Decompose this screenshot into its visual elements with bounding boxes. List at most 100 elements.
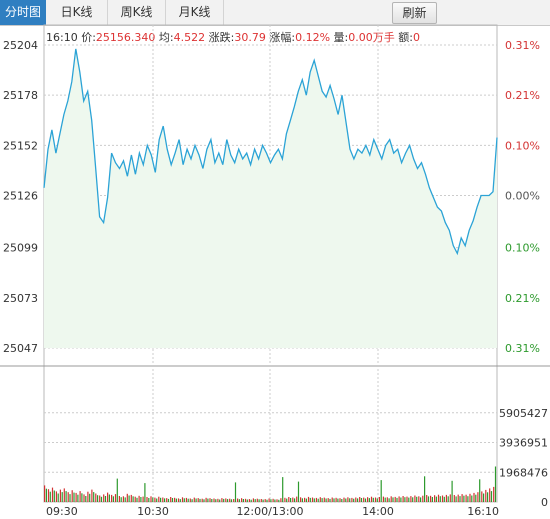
volume-bar xyxy=(333,498,335,502)
info-pct: 0.12% xyxy=(295,31,331,44)
volume-bar xyxy=(394,496,396,502)
volume-bar xyxy=(382,496,384,502)
volume-bar xyxy=(453,495,455,502)
price-tick-label: 25204 xyxy=(3,39,38,52)
volume-bar xyxy=(384,497,386,502)
volume-bar xyxy=(108,494,110,502)
volume-bar xyxy=(89,493,91,502)
volume-bar xyxy=(91,489,93,502)
tab-daily-k[interactable]: 日K线 xyxy=(46,0,108,25)
volume-bar xyxy=(347,497,349,502)
info-price-label: 价: xyxy=(81,31,96,44)
time-tick-label: 10:30 xyxy=(137,505,169,518)
pct-tick-label: 0.21% xyxy=(505,292,540,305)
volume-bar xyxy=(87,491,89,502)
volume-tick-label: 0 xyxy=(541,496,548,509)
volume-bar xyxy=(424,476,426,502)
volume-bar xyxy=(325,498,327,502)
volume-bar xyxy=(445,494,447,502)
volume-bar xyxy=(351,497,353,502)
info-avg-label: 均: xyxy=(158,31,174,44)
volume-bar xyxy=(81,493,83,502)
volume-bar xyxy=(465,494,467,502)
volume-bar xyxy=(367,497,369,502)
volume-bar xyxy=(211,499,213,502)
volume-bar xyxy=(112,496,114,502)
volume-bar xyxy=(53,490,55,502)
volume-bar xyxy=(467,496,469,502)
volume-bar xyxy=(435,496,437,502)
volume-bar xyxy=(63,488,65,502)
volume-bar xyxy=(392,497,394,502)
volume-bar xyxy=(490,491,493,502)
volume-bar xyxy=(264,499,266,502)
tab-weekly-k[interactable]: 周K线 xyxy=(108,0,166,25)
volume-bar xyxy=(317,498,319,502)
volume-bar xyxy=(493,486,495,502)
time-tick-label: 12:00/13:00 xyxy=(236,505,303,518)
volume-bar xyxy=(217,498,219,502)
time-tick-label: 16:10 xyxy=(467,505,499,518)
volume-bar xyxy=(376,498,378,502)
volume-bar xyxy=(355,497,357,502)
volume-bar xyxy=(164,498,166,502)
volume-bar xyxy=(227,499,229,502)
pct-tick-label: 0.21% xyxy=(505,89,540,102)
volume-bar xyxy=(195,498,197,502)
pct-tick-label: 0.31% xyxy=(505,342,540,355)
volume-bar xyxy=(136,497,138,502)
volume-bar xyxy=(368,498,370,502)
volume-bar xyxy=(166,498,168,502)
volume-bar xyxy=(426,495,428,502)
volume-bar xyxy=(140,497,142,502)
volume-bar xyxy=(241,498,243,502)
volume-bar xyxy=(229,498,231,502)
volume-bar xyxy=(93,492,95,502)
volume-bar xyxy=(412,497,414,502)
tab-monthly-k[interactable]: 月K线 xyxy=(166,0,224,25)
volume-bar xyxy=(459,496,461,502)
volume-bar xyxy=(47,489,50,502)
volume-bar xyxy=(154,497,156,502)
volume-bar xyxy=(99,495,101,502)
volume-bar xyxy=(430,495,432,502)
info-pct-label: 涨幅: xyxy=(269,31,296,44)
volume-bar xyxy=(189,498,191,502)
volume-bar xyxy=(111,494,113,502)
volume-bar xyxy=(146,497,148,502)
volume-bar xyxy=(67,492,69,502)
volume-bar xyxy=(329,498,331,502)
volume-bar xyxy=(272,498,274,502)
volume-bar xyxy=(443,496,445,502)
volume-bar xyxy=(207,498,209,502)
volume-bar xyxy=(170,497,172,502)
volume-bar xyxy=(244,498,247,502)
volume-bar xyxy=(337,498,339,502)
volume-bar xyxy=(148,498,150,502)
volume-bar xyxy=(339,498,341,502)
volume-bar xyxy=(311,497,314,502)
time-tick-label: 09:30 xyxy=(46,505,78,518)
volume-bar xyxy=(252,498,254,502)
volume-bar xyxy=(359,497,361,502)
volume-bar xyxy=(197,498,199,502)
volume-bar xyxy=(396,497,398,502)
volume-bar xyxy=(427,496,430,502)
volume-bar xyxy=(79,491,81,502)
tab-intraday[interactable]: 分时图 xyxy=(0,0,46,25)
volume-bar xyxy=(408,497,410,502)
volume-bar xyxy=(280,498,282,502)
volume-bar xyxy=(219,499,221,502)
pct-tick-label: 0.10% xyxy=(505,139,540,152)
volume-bar xyxy=(463,495,465,502)
volume-bar xyxy=(97,495,99,502)
volume-bar xyxy=(193,497,195,502)
volume-bar xyxy=(494,466,497,502)
volume-bar xyxy=(473,492,475,502)
volume-bar xyxy=(335,497,337,502)
refresh-button[interactable]: 刷新 xyxy=(392,2,437,24)
volume-bar xyxy=(213,498,215,502)
volume-bar xyxy=(183,498,185,502)
volume-bar xyxy=(400,497,402,502)
